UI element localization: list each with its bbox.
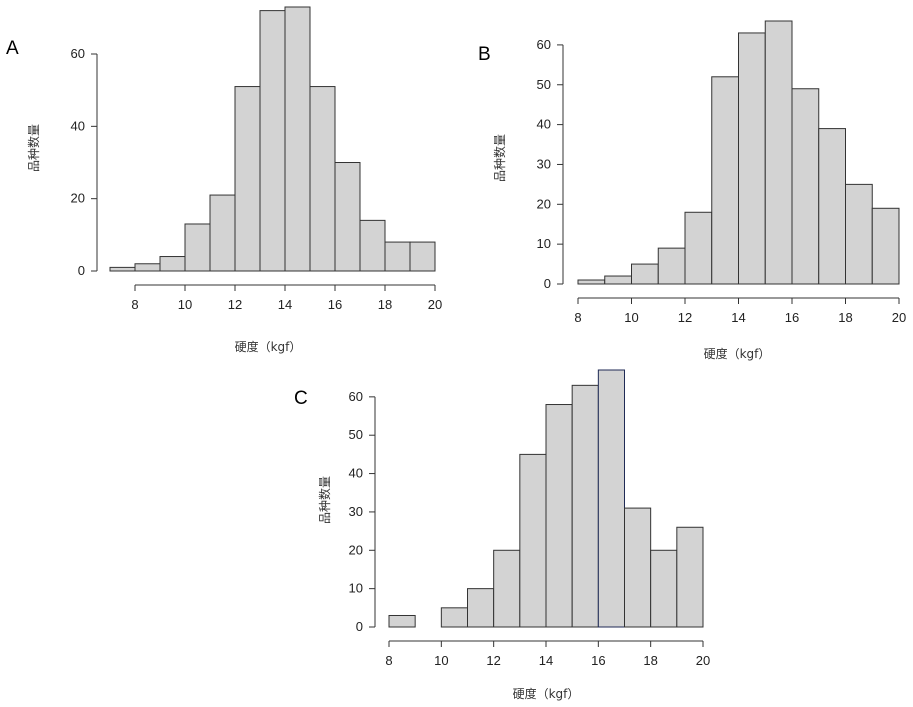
histogram-bar (738, 32, 766, 285)
x-tick-label: 8 (574, 310, 581, 325)
y-tick-label: 0 (78, 263, 85, 278)
histogram-panel-c: C 8 10 12 14 16 18 20 0 10 20 30 40 50 60 硬度（kgf） 品种数量 (294, 369, 710, 701)
y-tick-label: 0 (544, 276, 551, 291)
x-tick-label: 8 (131, 297, 138, 312)
x-tick-label: 20 (892, 310, 906, 325)
y-tick-label: 20 (71, 191, 85, 206)
y-tick-label: 20 (537, 196, 551, 211)
y-tick-label: 10 (349, 581, 363, 596)
histogram-bar (284, 6, 311, 272)
histogram-bar (845, 183, 873, 285)
y-tick-label: 40 (349, 466, 363, 481)
histogram-bar (334, 162, 361, 272)
y-tick-label: 60 (71, 46, 85, 61)
histogram-bar (571, 384, 599, 628)
y-tick-label: 50 (349, 427, 363, 442)
histogram-bar (209, 194, 236, 272)
x-tick-label: 14 (731, 310, 745, 325)
panel-letter: B (478, 44, 491, 65)
histogram-bar (159, 256, 186, 272)
y-tick-label: 60 (537, 37, 551, 52)
histogram-bar (309, 86, 336, 272)
y-tick-label: 30 (349, 504, 363, 519)
x-tick-label: 18 (378, 297, 392, 312)
x-tick-label: 12 (486, 653, 500, 668)
x-tick-label: 10 (624, 310, 638, 325)
histogram-bar (467, 588, 495, 628)
histogram-bar (359, 219, 386, 272)
x-tick-label: 12 (678, 310, 692, 325)
x-axis-title: 硬度（kgf） (704, 346, 771, 361)
x-tick-label: 20 (428, 297, 442, 312)
x-tick-label: 8 (385, 653, 392, 668)
histogram-bar (650, 549, 678, 628)
histogram-bar (871, 207, 900, 285)
histogram-bar (545, 404, 573, 628)
histogram-bar (676, 526, 704, 628)
histogram-bar (631, 263, 659, 285)
y-tick-label: 30 (537, 156, 551, 171)
histogram-bar (109, 266, 136, 272)
x-tick-label: 14 (278, 297, 292, 312)
y-axis-title: 品种数量 (317, 476, 332, 524)
histogram-bar (791, 88, 820, 285)
histogram-bar (818, 128, 846, 285)
histogram-bar (388, 614, 416, 628)
histogram-bar (597, 369, 625, 628)
panel-letter: A (6, 38, 19, 59)
histogram-bar (657, 247, 686, 285)
x-axis-title: 硬度（kgf） (235, 339, 302, 354)
x-tick-label: 10 (178, 297, 192, 312)
histogram-bar (493, 549, 521, 628)
y-tick-label: 0 (356, 619, 363, 634)
histogram-bar (409, 241, 436, 272)
histogram-bar (519, 453, 547, 628)
histogram-bar (134, 263, 161, 272)
x-tick-label: 18 (643, 653, 657, 668)
histogram-bar (764, 20, 793, 285)
panel-letter: C (294, 388, 308, 409)
histogram-panel-b: B 8 10 12 14 16 18 20 0 10 20 30 40 50 60 硬度（kgf） 品种数量 (478, 20, 906, 361)
histogram-bar (234, 86, 261, 272)
x-tick-label: 16 (328, 297, 342, 312)
x-tick-label: 18 (838, 310, 852, 325)
histogram-bar (440, 607, 469, 628)
histogram-bar (604, 275, 632, 285)
y-axis-title: 品种数量 (492, 134, 507, 182)
y-tick-label: 40 (71, 118, 85, 133)
histogram-bar (624, 507, 652, 628)
y-tick-label: 10 (537, 236, 551, 251)
histogram-bar (684, 211, 713, 285)
histogram-bar (577, 279, 606, 285)
x-tick-label: 14 (539, 653, 553, 668)
y-axis-title: 品种数量 (26, 124, 41, 172)
x-tick-label: 12 (228, 297, 242, 312)
histogram-bar (184, 223, 211, 272)
x-tick-label: 16 (591, 653, 605, 668)
x-axis-title: 硬度（kgf） (513, 686, 580, 701)
histogram-panel-a: A 8 10 12 14 16 18 20 0 20 40 60 硬度（kgf） 品种数量 (6, 6, 442, 354)
y-tick-label: 40 (537, 117, 551, 132)
histogram-bar (711, 76, 739, 285)
y-tick-label: 20 (349, 542, 363, 557)
x-tick-label: 10 (434, 653, 448, 668)
histogram-bar (259, 10, 286, 272)
x-tick-label: 16 (785, 310, 799, 325)
x-tick-label: 20 (696, 653, 710, 668)
histogram-bar (384, 241, 411, 272)
y-tick-label: 60 (349, 389, 363, 404)
y-tick-label: 50 (537, 77, 551, 92)
